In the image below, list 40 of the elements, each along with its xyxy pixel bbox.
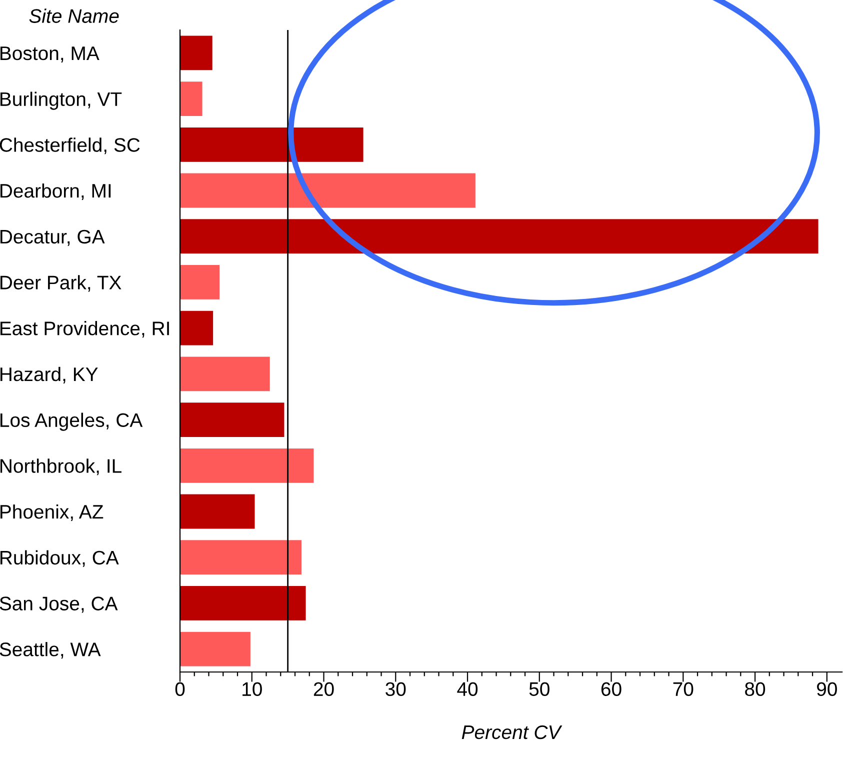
y-tick-label: Deer Park, TX (0, 275, 122, 292)
bar (180, 402, 284, 437)
x-tick-label: 60 (601, 682, 622, 696)
x-tick-label: 10 (242, 682, 262, 696)
bar (180, 632, 250, 666)
x-tick-label: 90 (817, 682, 837, 696)
y-tick-label: Northbrook, IL (0, 458, 122, 476)
y-tick-label: Hazard, KY (0, 366, 98, 384)
y-tick-label: Phoenix, AZ (0, 504, 104, 522)
x-tick-label: 40 (457, 682, 478, 696)
y-tick-label: Chesterfield, SC (0, 138, 140, 154)
bar (180, 356, 270, 392)
x-tick-label: 20 (314, 682, 334, 696)
bar (180, 173, 476, 208)
x-tick-label: 0 (175, 682, 185, 696)
bar (180, 586, 306, 620)
bar (180, 219, 818, 254)
y-tick-label: Seattle, WA (0, 642, 101, 659)
bar (180, 36, 212, 70)
x-tick-label: 70 (673, 682, 694, 696)
y-tick-label: East Providence, RI (0, 321, 169, 338)
x-tick-label: 30 (386, 682, 406, 696)
y-axis-title: Site Name (29, 8, 119, 23)
bar (180, 448, 314, 483)
y-tick-label: Burlington, VT (0, 92, 122, 110)
x-axis-title: Percent CV (462, 725, 562, 740)
bar (180, 494, 255, 529)
y-tick-label: Rubidoux, CA (0, 550, 119, 567)
x-tick-label: 80 (745, 682, 766, 696)
bar (180, 82, 202, 116)
bar (180, 265, 220, 300)
y-tick-label: Los Angeles, CA (0, 412, 143, 431)
y-tick-label: Boston, MA (0, 46, 100, 62)
bar (180, 540, 302, 575)
y-tick-label: San Jose, CA (0, 596, 118, 613)
y-tick-label: Dearborn, MI (0, 183, 111, 200)
x-tick-label: 50 (529, 682, 550, 696)
y-tick-label: Decatur, GA (0, 230, 105, 246)
bar (180, 310, 214, 346)
bar (180, 127, 364, 162)
